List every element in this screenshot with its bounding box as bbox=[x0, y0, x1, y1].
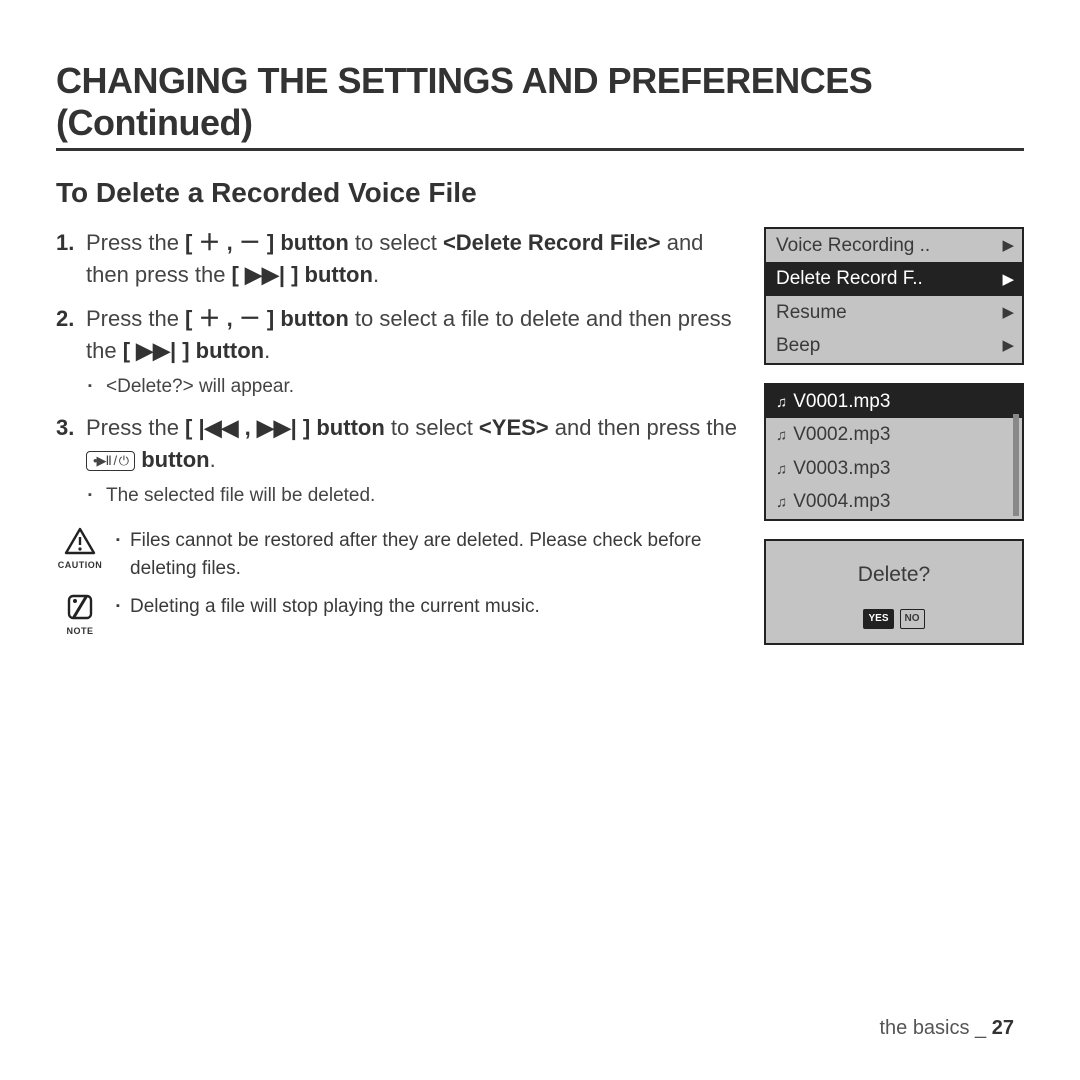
page-footer: the basics _ 27 bbox=[879, 1017, 1014, 1040]
menu-item-label: Beep bbox=[776, 331, 820, 360]
music-note-icon: ♫ bbox=[776, 427, 787, 444]
chevron-right-icon: ▶ bbox=[1002, 268, 1014, 291]
instructions-column: Press the [ ＋ , － ] button to select <De… bbox=[56, 227, 740, 663]
file-item: ♫ V0003.mp3 bbox=[766, 452, 1022, 485]
yes-ref: <YES> bbox=[479, 415, 549, 440]
note-label: NOTE bbox=[56, 626, 104, 636]
menu-item: Delete Record F.. ▶ bbox=[766, 262, 1022, 295]
plus-minus-button-ref: [ ＋ , － ] button bbox=[185, 230, 349, 255]
file-item: ♫ V0002.mp3 bbox=[766, 418, 1022, 451]
prev-next-button-ref: [ |◀◀ , ▶▶| ] button bbox=[185, 415, 385, 440]
step-3: Press the [ |◀◀ , ▶▶| ] button to select… bbox=[56, 412, 740, 509]
file-item-label: V0001.mp3 bbox=[793, 391, 890, 412]
device-screens-column: Voice Recording ..▶Delete Record F..▶Res… bbox=[764, 227, 1024, 663]
file-item-label: V0002.mp3 bbox=[793, 424, 890, 445]
step-1-text: Press the bbox=[86, 230, 185, 255]
menu-item: Beep ▶ bbox=[766, 329, 1022, 362]
step-3-sub: The selected file will be deleted. bbox=[86, 482, 740, 510]
note-row: NOTE Deleting a file will stop playing t… bbox=[56, 593, 740, 636]
next-button-ref: [ ▶▶| ] button bbox=[232, 262, 373, 287]
next-button-ref: [ ▶▶| ] button bbox=[123, 338, 264, 363]
step-2: Press the [ ＋ , － ] button to select a f… bbox=[56, 303, 740, 400]
confirm-question: Delete? bbox=[774, 559, 1014, 592]
music-note-icon: ♫ bbox=[776, 494, 787, 511]
section-title: To Delete a Recorded Voice File bbox=[56, 177, 1024, 209]
confirm-no: NO bbox=[900, 609, 925, 629]
menu-screen: Voice Recording ..▶Delete Record F..▶Res… bbox=[764, 227, 1024, 365]
music-note-icon: ♫ bbox=[776, 461, 787, 478]
caution-text: Files cannot be restored after they are … bbox=[116, 527, 740, 582]
music-note-icon: ♫ bbox=[776, 394, 787, 411]
chevron-right-icon: ▶ bbox=[1002, 301, 1014, 324]
plus-minus-button-ref: [ ＋ , － ] button bbox=[185, 306, 349, 331]
menu-item-label: Voice Recording .. bbox=[776, 231, 930, 260]
menu-item: Voice Recording .. ▶ bbox=[766, 229, 1022, 262]
step-1: Press the [ ＋ , － ] button to select <De… bbox=[56, 227, 740, 291]
chevron-right-icon: ▶ bbox=[1002, 334, 1014, 357]
confirm-screen: Delete? YES NO bbox=[764, 539, 1024, 645]
caution-icon bbox=[64, 527, 96, 555]
page-title: CHANGING THE SETTINGS AND PREFERENCES (C… bbox=[56, 60, 1024, 151]
menu-item-label: Resume bbox=[776, 298, 847, 327]
delete-record-file-ref: <Delete Record File> bbox=[443, 230, 661, 255]
footer-page-number: 27 bbox=[992, 1017, 1014, 1039]
footer-section: the basics _ bbox=[879, 1017, 991, 1039]
play-pause-power-button-icon: •▶Ⅱ / ⏻ bbox=[86, 451, 135, 471]
confirm-yes: YES bbox=[863, 609, 893, 629]
file-item: ♫ V0004.mp3 bbox=[766, 485, 1022, 518]
file-item: ♫ V0001.mp3 bbox=[766, 385, 1022, 418]
caution-row: CAUTION Files cannot be restored after t… bbox=[56, 527, 740, 582]
caution-label: CAUTION bbox=[56, 560, 104, 570]
file-item-label: V0004.mp3 bbox=[793, 491, 890, 512]
file-item-label: V0003.mp3 bbox=[793, 458, 890, 479]
menu-item: Resume ▶ bbox=[766, 296, 1022, 329]
menu-item-label: Delete Record F.. bbox=[776, 264, 923, 293]
note-icon bbox=[64, 593, 96, 621]
chevron-right-icon: ▶ bbox=[1002, 234, 1014, 257]
step-2-sub: <Delete?> will appear. bbox=[86, 373, 740, 401]
note-text: Deleting a file will stop playing the cu… bbox=[116, 593, 740, 621]
file-list-screen: ♫ V0001.mp3 ♫ V0002.mp3 ♫ V0003.mp3 ♫ V0004.mp3 bbox=[764, 383, 1024, 521]
